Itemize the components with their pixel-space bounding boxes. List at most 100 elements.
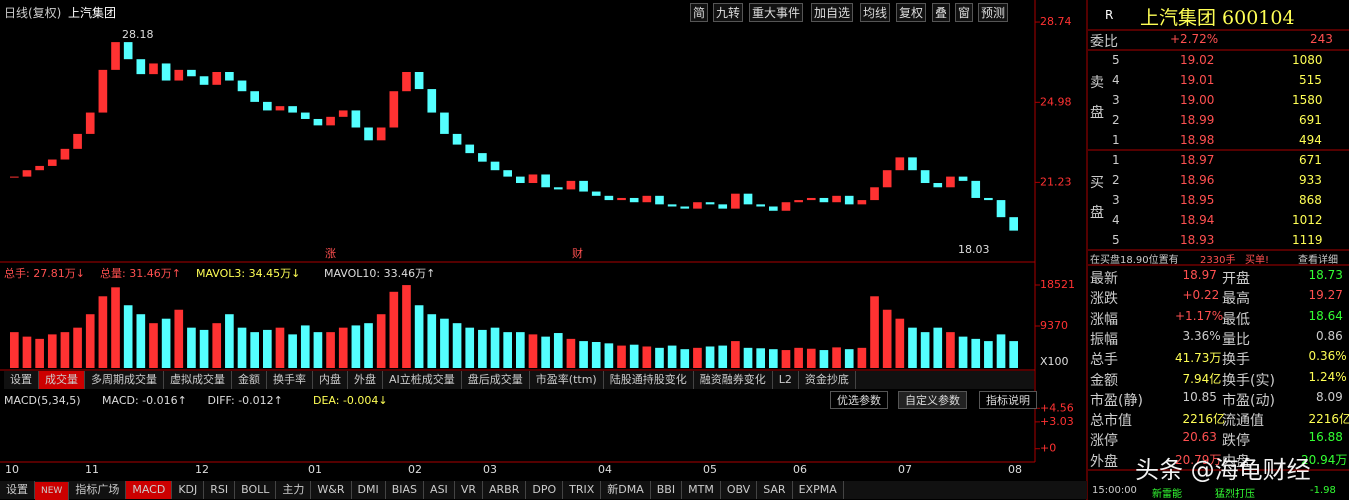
tab[interactable]: 资金抄底 [799,371,856,389]
tab[interactable]: 换手率 [267,371,313,389]
tab[interactable]: MACD [126,481,173,499]
level: 1 [1112,133,1120,147]
candle [174,69,184,81]
quantity: 671 [1299,153,1322,167]
notice[interactable]: 查看详细 [1298,255,1338,266]
candle [920,170,930,184]
tool-button[interactable]: 加自选 [811,3,854,22]
macd-button[interactable]: 自定义参数 [898,391,967,409]
tab[interactable]: W&R [311,481,352,499]
candle [579,180,588,192]
tool-button[interactable]: 叠 [932,3,951,22]
candle [895,157,905,171]
volume-bar [996,334,1006,368]
volume-bar [85,314,95,368]
candle [667,204,677,207]
volume-bar [149,323,158,368]
candle [465,144,475,154]
level: 3 [1112,193,1120,207]
notice: 买单! [1245,255,1270,266]
quantity: 1080 [1292,53,1323,67]
quantity: 933 [1299,173,1322,187]
tab[interactable]: BOLL [235,481,277,499]
tab[interactable]: 指标广场 [69,481,127,499]
tab[interactable]: 外盘 [348,371,383,389]
volume-bar [452,323,462,368]
tab[interactable]: L2 [773,371,799,389]
tab[interactable]: 设置 [0,481,35,499]
tab[interactable]: AI立桩成交量 [383,371,462,389]
stat-value: 3.36% [1182,328,1221,343]
tool-button[interactable]: 均线 [860,3,891,22]
tool-button[interactable]: 预测 [978,3,1009,22]
candle [844,195,854,205]
candle [22,170,32,177]
volume-bar [22,336,32,368]
volume-bar [566,338,576,368]
price: 18.93 [1180,233,1215,247]
tab[interactable]: DPO [526,481,564,499]
candle [326,116,335,126]
volume-bar [136,314,146,368]
tab[interactable]: KDJ [172,481,205,499]
tool-button[interactable]: 窗 [955,3,974,22]
tab[interactable]: DMI [352,481,386,499]
volume-bar [402,285,411,368]
macd-button[interactable]: 指标说明 [979,391,1037,409]
tab[interactable]: ASI [424,481,455,499]
tool-button[interactable]: 九转 [713,3,744,22]
tab[interactable]: BIAS [386,481,425,499]
tab[interactable]: NEW [35,482,70,500]
tab[interactable]: 盘后成交量 [462,371,530,389]
tab[interactable]: 融资融券变化 [694,371,773,389]
tab[interactable]: 金额 [232,371,267,389]
tab[interactable]: 虚拟成交量 [164,371,232,389]
volume-bar [958,336,968,368]
candle [857,200,867,205]
volume-bar [300,325,310,368]
candle [376,127,386,141]
low-label: 18.03 [958,243,990,256]
tool-button[interactable]: 简 [690,3,709,22]
tab[interactable]: TRIX [563,481,602,499]
volume-bar [769,349,778,368]
stat-value: 19.27 [1308,288,1343,303]
tab[interactable]: ARBR [483,481,527,499]
book-label: 卖 [1090,75,1104,91]
volume-bar [414,305,424,368]
tab[interactable]: VR [455,481,483,499]
tab[interactable]: 市盈率(ttm) [530,371,604,389]
stat-label: 涨跌 [1090,291,1118,308]
ticker: 新雷能 [1152,489,1182,500]
volume-bar [427,314,437,368]
tab[interactable]: 内盘 [313,371,348,389]
tab[interactable]: OBV [721,481,758,499]
tool-button[interactable]: 复权 [896,3,927,22]
tab[interactable]: BBI [651,481,683,499]
candle [440,112,449,134]
candle [604,195,614,201]
volume-bar [553,333,563,368]
tab[interactable]: MTM [682,481,721,499]
tab[interactable]: 设置 [4,371,39,389]
tool-button[interactable]: 重大事件 [749,3,804,22]
volume-bar [743,347,753,368]
candle [984,197,993,201]
tab[interactable]: RSI [204,481,236,499]
price: 18.95 [1180,193,1215,207]
candle [553,187,563,190]
candle [402,72,411,92]
tab[interactable]: EXPMA [793,481,844,499]
tab[interactable]: 成交量 [39,371,85,389]
volume-bar [731,341,740,368]
volume-bar [98,296,108,368]
tab[interactable]: SAR [757,481,793,499]
macd-button[interactable]: 优选参数 [830,391,888,409]
volume-bar [870,296,879,368]
tab[interactable]: 陆股通持股变化 [604,371,694,389]
tab[interactable]: 多周期成交量 [85,371,164,389]
stock-title: 上汽集团 600104 [1140,7,1295,29]
tab[interactable]: 新DMA [601,481,651,499]
tab[interactable]: 主力 [276,481,312,499]
